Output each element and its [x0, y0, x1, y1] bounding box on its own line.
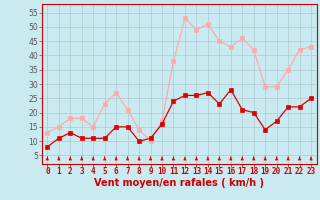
X-axis label: Vent moyen/en rafales ( km/h ): Vent moyen/en rafales ( km/h ) — [94, 178, 264, 188]
